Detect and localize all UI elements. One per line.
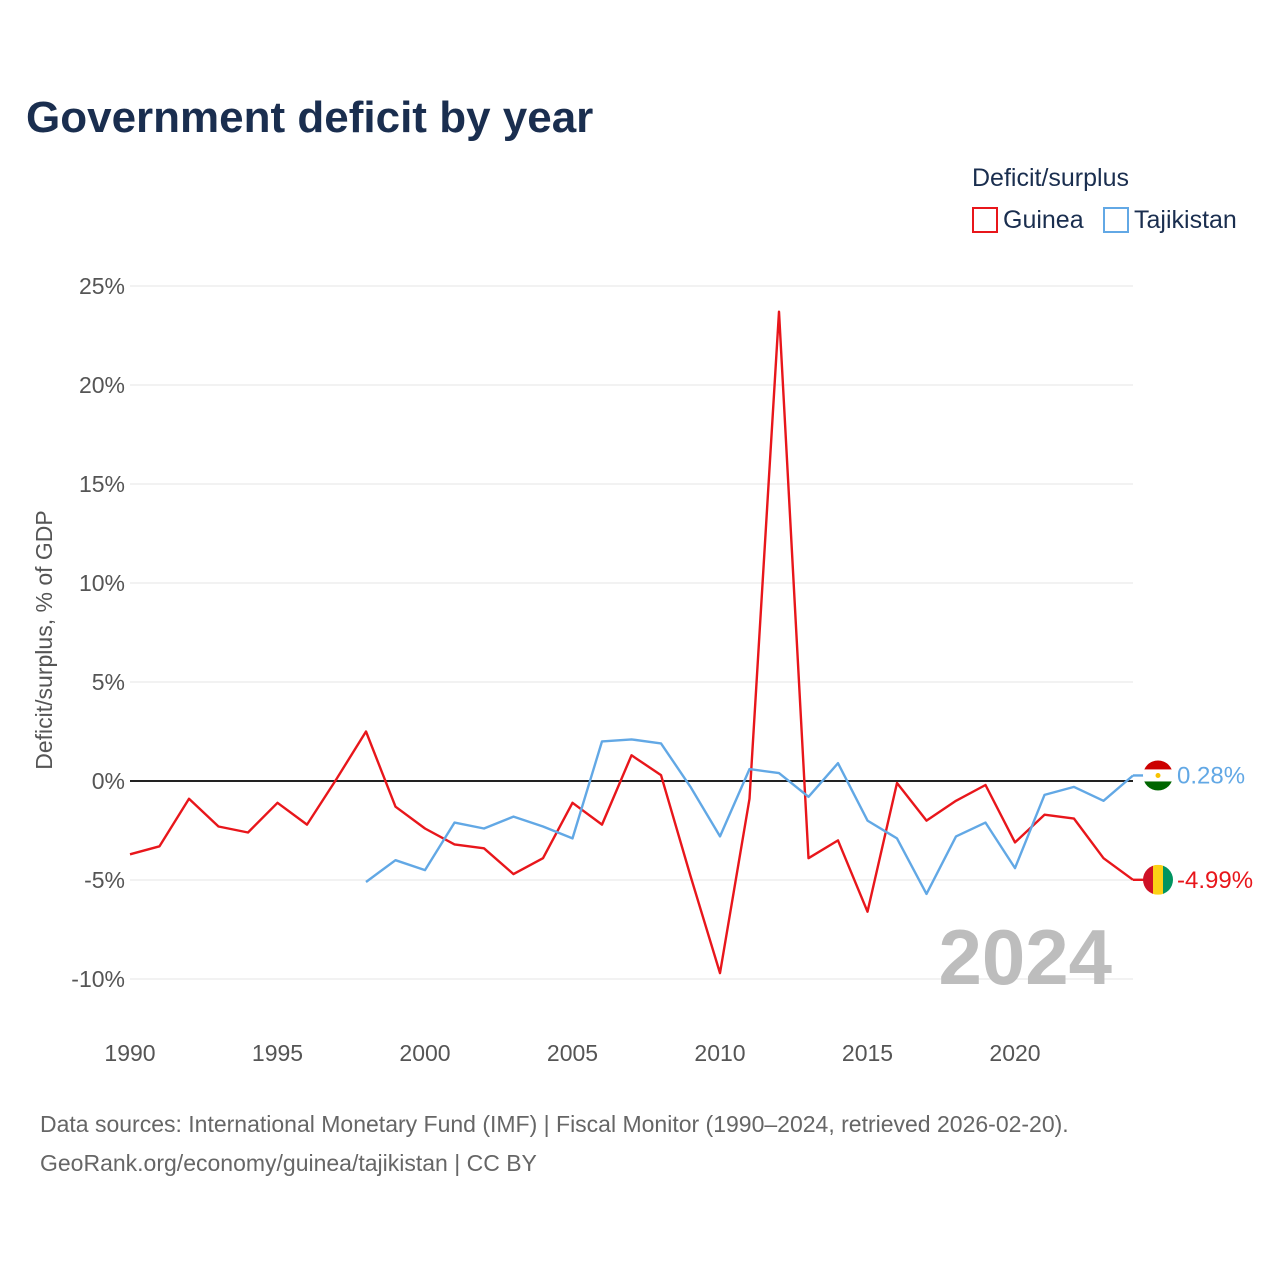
end-label-tajikistan: 0.28% xyxy=(1177,762,1245,789)
y-ticks: 25% 20% 15% 10% 5% 0% -5% -10% xyxy=(71,273,125,992)
y-tick-label: -10% xyxy=(71,966,125,992)
legend-title: Deficit/surplus xyxy=(972,164,1129,192)
y-tick-label: 20% xyxy=(79,372,125,398)
source-line-2[interactable]: GeoRank.org/economy/guinea/tajikistan | … xyxy=(40,1150,537,1176)
y-tick-label: 10% xyxy=(79,570,125,596)
x-tick-label: 2020 xyxy=(989,1040,1040,1066)
legend: Deficit/surplus Guinea Tajikistan xyxy=(972,164,1237,234)
legend-swatch-tajikistan[interactable] xyxy=(1103,207,1129,233)
y-tick-label: 15% xyxy=(79,471,125,497)
legend-label-guinea[interactable]: Guinea xyxy=(1003,206,1084,234)
x-tick-label: 2000 xyxy=(399,1040,450,1066)
end-markers: -4.99% 0.28% xyxy=(1133,760,1253,895)
legend-swatch-guinea[interactable] xyxy=(972,207,998,233)
x-tick-label: 2005 xyxy=(547,1040,598,1066)
x-tick-label: 2015 xyxy=(842,1040,893,1066)
chart-title: Government deficit by year xyxy=(26,93,593,142)
x-tick-label: 1990 xyxy=(104,1040,155,1066)
x-tick-label: 1995 xyxy=(252,1040,303,1066)
series-lines xyxy=(129,310,1134,975)
y-axis-label: Deficit/surplus, % of GDP xyxy=(31,510,57,769)
y-tick-label: 25% xyxy=(79,273,125,299)
series-line-tajikistan[interactable] xyxy=(365,738,1134,896)
flag-guinea-icon xyxy=(1143,864,1173,895)
end-label-guinea: -4.99% xyxy=(1177,867,1253,894)
legend-label-tajikistan[interactable]: Tajikistan xyxy=(1134,206,1237,234)
x-ticks: 1990 1995 2000 2005 2010 2015 2020 xyxy=(104,1040,1040,1066)
y-tick-label: 5% xyxy=(92,669,125,695)
series-line-guinea[interactable] xyxy=(129,310,1134,975)
y-tick-label: 0% xyxy=(92,768,125,794)
x-tick-label: 2010 xyxy=(694,1040,745,1066)
flag-tajikistan-icon xyxy=(1143,760,1173,791)
year-watermark: 2024 xyxy=(938,913,1112,1001)
gridlines xyxy=(130,285,1133,980)
y-tick-label: -5% xyxy=(84,867,125,893)
source-line-1: Data sources: International Monetary Fun… xyxy=(40,1111,1069,1137)
